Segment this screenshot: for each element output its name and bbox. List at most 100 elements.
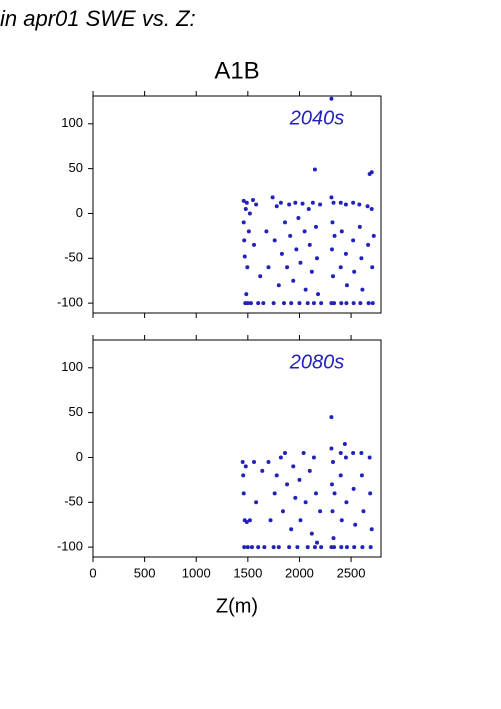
point (283, 220, 287, 225)
point (312, 545, 317, 550)
y-tick-label: -50 (64, 250, 83, 265)
point (280, 509, 285, 514)
point (276, 283, 281, 288)
point (339, 229, 344, 234)
point (248, 301, 253, 306)
point (351, 301, 356, 306)
point (330, 220, 335, 225)
point (305, 545, 310, 550)
point (305, 301, 310, 306)
point (366, 242, 371, 247)
point (252, 459, 257, 464)
x-tick-label: 2000 (285, 565, 314, 580)
point (371, 233, 376, 238)
point (307, 242, 312, 247)
point (351, 450, 356, 455)
point (329, 96, 334, 101)
point (298, 260, 303, 265)
point (289, 301, 294, 306)
point (365, 204, 370, 209)
point (329, 482, 334, 487)
point (306, 206, 311, 211)
plot-frame (92, 95, 382, 314)
point (361, 509, 366, 514)
point (244, 200, 249, 205)
point (343, 251, 348, 256)
point (313, 491, 318, 496)
point (285, 265, 290, 270)
point (359, 450, 364, 455)
point (366, 301, 371, 306)
point (332, 301, 337, 306)
y-tick-label: 0 (76, 205, 83, 220)
point (297, 301, 302, 306)
point (318, 202, 323, 207)
x-tick-label: 500 (134, 565, 156, 580)
point (318, 509, 323, 514)
point (303, 500, 308, 505)
point (302, 229, 307, 234)
point (287, 545, 292, 550)
point (281, 301, 286, 306)
point (242, 545, 247, 550)
scenario-title: A1B (214, 57, 259, 84)
point (251, 198, 255, 203)
point (338, 450, 343, 455)
point (315, 256, 319, 261)
point (360, 287, 365, 292)
point (249, 545, 254, 550)
point (331, 536, 336, 541)
y-tick-label: -50 (64, 494, 83, 509)
point (309, 531, 314, 536)
point (357, 224, 362, 229)
point (312, 167, 317, 172)
point (270, 195, 275, 200)
point (315, 540, 319, 545)
point (331, 274, 335, 279)
point (245, 265, 250, 270)
point (311, 455, 316, 460)
page-title: in apr01 SWE vs. Z: (0, 6, 196, 31)
point (368, 545, 373, 550)
point (264, 229, 269, 234)
point (357, 202, 362, 207)
x-tick-label: 0 (89, 565, 96, 580)
point (244, 292, 249, 297)
point (359, 473, 364, 478)
point (344, 500, 349, 505)
x-tick-label: 1500 (233, 565, 262, 580)
point (307, 468, 312, 473)
point (261, 301, 266, 306)
point (298, 518, 303, 523)
point (272, 238, 277, 243)
y-tick-label: -100 (57, 539, 83, 554)
y-tick-label: 100 (61, 359, 83, 374)
y-tick-label: 100 (61, 115, 83, 130)
point (241, 491, 246, 496)
point (313, 224, 318, 229)
point (330, 509, 335, 514)
point (278, 200, 283, 205)
point (291, 278, 296, 283)
point (285, 482, 290, 487)
point (338, 473, 343, 478)
point (332, 491, 337, 496)
x-tick-label: 2500 (337, 565, 366, 580)
point (300, 201, 305, 206)
point (339, 518, 344, 523)
point (274, 473, 279, 478)
point (342, 442, 347, 447)
panel-annotation: 2040s (289, 107, 345, 129)
point (271, 545, 276, 550)
point (367, 455, 372, 460)
point (332, 545, 337, 550)
point (370, 301, 375, 306)
point (351, 486, 356, 491)
point (369, 206, 374, 211)
point (246, 229, 251, 234)
point (245, 301, 250, 306)
point (278, 455, 283, 460)
point (358, 301, 363, 306)
point (311, 301, 316, 306)
point (331, 459, 335, 464)
